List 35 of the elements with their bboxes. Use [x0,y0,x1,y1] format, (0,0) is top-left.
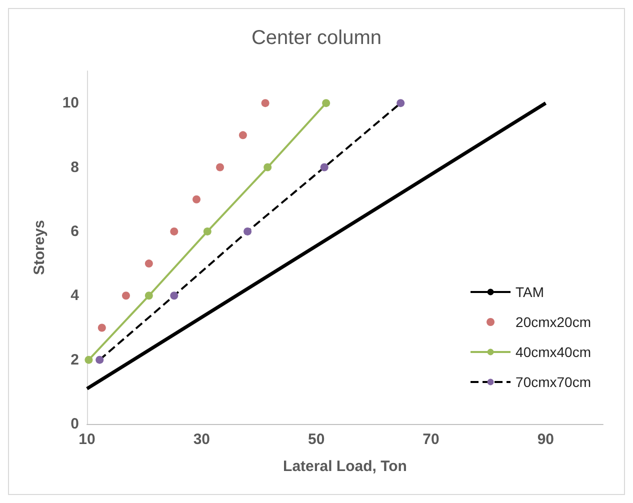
point [264,163,272,172]
point [216,163,224,172]
point [396,99,405,108]
point [144,260,153,268]
point [244,227,252,236]
point [144,292,153,300]
point [170,227,178,236]
legend-label: 40cmx40cm [516,344,591,360]
point [192,195,201,204]
y-tick-label: 2 [70,351,79,368]
point [96,356,104,364]
y-tick-label: 0 [70,416,79,432]
point [238,131,247,140]
x-tick-label: 70 [422,431,440,448]
x-tick-label: 90 [537,431,554,448]
point [320,163,328,172]
legend-label: TAM [516,284,544,300]
point [261,99,270,108]
x-axis-title: Lateral Load, Ton [283,458,407,475]
x-tick-label: 50 [308,431,325,448]
y-tick-label: 4 [70,287,80,304]
y-tick-label: 10 [62,94,79,112]
legend-label: 20cmx20cm [516,314,591,330]
x-tick-label: 30 [193,431,210,448]
chart-title: Center column [251,27,382,49]
y-axis-title: Storeys [31,220,48,276]
point [170,292,178,300]
point [84,356,93,364]
y-tick-label: 6 [70,222,79,240]
point [322,99,330,108]
point [98,324,106,332]
y-tick-label: 8 [70,158,79,176]
legend-label: 70cmx70cm [516,374,591,390]
point [203,227,212,236]
point [122,292,130,300]
